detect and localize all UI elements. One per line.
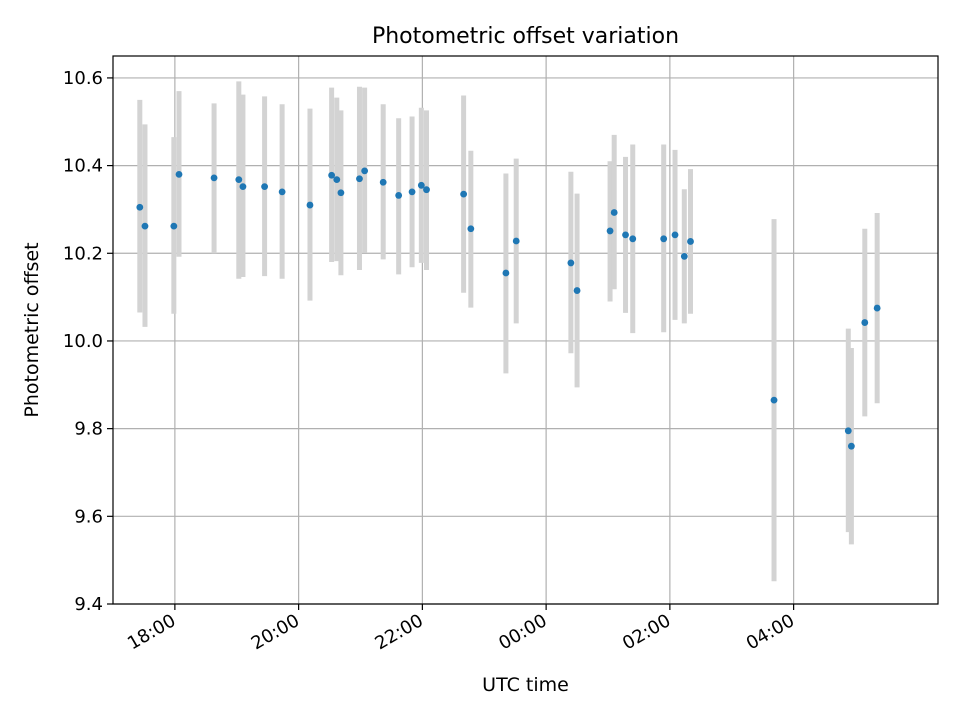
y-tick-label: 10.0 [63,331,103,352]
data-point [356,175,363,183]
data-point [671,231,679,239]
data-point [239,183,247,191]
y-tick-label: 9.4 [74,594,103,615]
data-point [861,319,869,326]
data-point [573,287,581,294]
data-point [361,167,369,175]
data-point [770,396,778,404]
data-point [467,225,475,233]
data-point [629,235,637,243]
y-tick-label: 10.6 [63,68,103,89]
data-point [423,186,430,194]
plot-frame [112,55,939,605]
data-points [136,167,881,450]
data-point [512,237,520,245]
data-point [261,183,268,191]
data-point [210,174,218,182]
y-tick-label: 9.8 [74,419,103,440]
data-point [379,178,387,186]
data-point [136,203,144,211]
data-point [408,188,416,196]
data-point [873,304,881,312]
data-point [395,192,403,199]
data-point [660,235,668,243]
data-point [141,222,149,230]
data-point [170,222,178,230]
data-point [847,442,855,450]
data-point [306,201,314,209]
grid [113,56,938,605]
data-point [844,427,852,435]
data-point [235,176,243,184]
data-point [328,171,336,179]
data-point [567,259,575,267]
data-point [175,170,183,178]
data-point [333,176,341,184]
data-point [687,238,694,245]
y-tick-label: 9.6 [74,506,103,527]
data-point [278,188,286,196]
data-point [680,252,688,260]
data-point [337,189,345,197]
x-axis-title: UTC time [482,674,569,696]
chart-title: Photometric offset variation [372,24,679,49]
data-point [610,209,618,216]
data-point [606,227,614,235]
data-point [417,181,425,189]
data-point [502,269,510,277]
y-tick-label: 10.4 [63,156,103,177]
y-tick-label: 10.2 [63,243,103,264]
y-axis-title: Photometric offset [21,242,43,417]
data-point [622,231,629,239]
data-point [460,190,468,198]
